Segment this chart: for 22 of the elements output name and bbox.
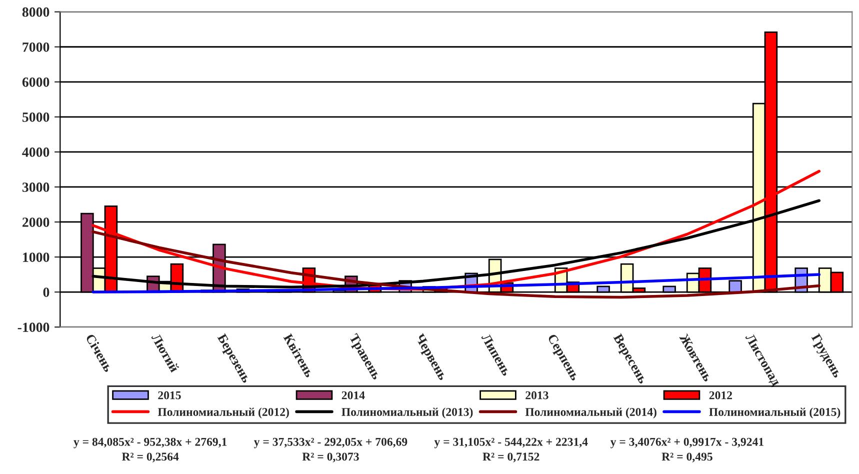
legend-label: 2012 (709, 391, 732, 400)
y-tick-label: 1000 (23, 252, 50, 262)
y-tick-label: 6000 (22, 77, 50, 87)
text: y = 84,085x² - 952,38x + 2769,1 R² = 0,2564 (74, 438, 227, 462)
legend-label: 2015 (158, 391, 181, 400)
y-tick-label: 2000 (22, 218, 50, 227)
legend-label: 2014 (342, 391, 365, 400)
y-tick-label: 8000 (22, 7, 50, 17)
legend-label: Полиномиальный (2014) (525, 408, 656, 418)
text: y = 31,105x² - 544,22x + 2231,4 R² = 0,7152 (434, 438, 588, 462)
y-tick-label: 5000 (22, 112, 50, 122)
legend-label: Полиномиальный (2013) (342, 408, 473, 418)
legend-label: 2013 (526, 391, 548, 400)
legend-label: Полиномиальный (2012) (158, 408, 289, 418)
text: y = 37,533x² - 292,05x + 706,69 R² = 0,3073 (254, 438, 408, 462)
y-tick-label: 7000 (22, 42, 50, 52)
legend-label: Полиномиальный (2015) (709, 408, 840, 418)
text: y = 3,4076x² + 0,9917x - 3,9241 R² = 0,495 (610, 438, 764, 462)
y-tick-label: 3000 (22, 182, 50, 192)
y-tick-label: 4000 (22, 148, 50, 157)
y-tick-label: -1000 (18, 322, 50, 332)
y-tick-label: 0 (43, 288, 50, 297)
